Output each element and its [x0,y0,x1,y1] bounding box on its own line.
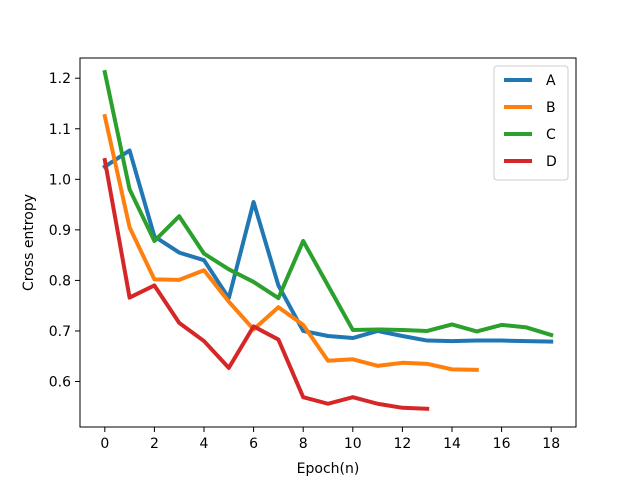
series-line-a [102,148,554,344]
x-tick-label: 6 [249,436,258,452]
y-axis: 0.6 0.7 0.8 0.9 1.0 1.1 1.2 [49,71,80,391]
x-tick-label: 10 [344,436,362,452]
y-tick-label: 0.6 [49,375,71,391]
series-line-c [102,69,554,338]
legend-box [493,65,569,181]
y-tick-label: 0.8 [49,273,71,289]
legend-label-c: C [546,127,556,143]
x-tick-label: 18 [542,436,560,452]
y-tick-label: 0.7 [49,324,71,340]
x-tick-label: 4 [200,436,209,452]
legend-label-d: D [546,154,557,170]
x-tick-label: 16 [493,436,511,452]
x-tick-label: 14 [443,436,461,452]
y-tick-label: 1.1 [49,122,71,138]
plot-frame [79,57,577,428]
series-line-b [102,113,479,372]
y-axis-label: Cross entropy [21,194,37,291]
y-tick-label: 0.9 [49,223,71,239]
series-layer [102,69,554,411]
y-tick-label: 1.2 [49,71,71,87]
x-tick-label: 2 [150,436,159,452]
x-tick-label: 0 [100,436,109,452]
y-tick-label: 1.0 [49,172,71,188]
x-tick-label: 8 [299,436,308,452]
x-axis-label: Epoch(n) [297,461,360,477]
legend-label-b: B [546,100,556,116]
x-axis: 0 2 4 6 8 10 12 14 16 18 [100,427,560,452]
legend-label-a: A [546,73,556,89]
series-line-d [102,157,430,411]
x-tick-label: 12 [393,436,411,452]
